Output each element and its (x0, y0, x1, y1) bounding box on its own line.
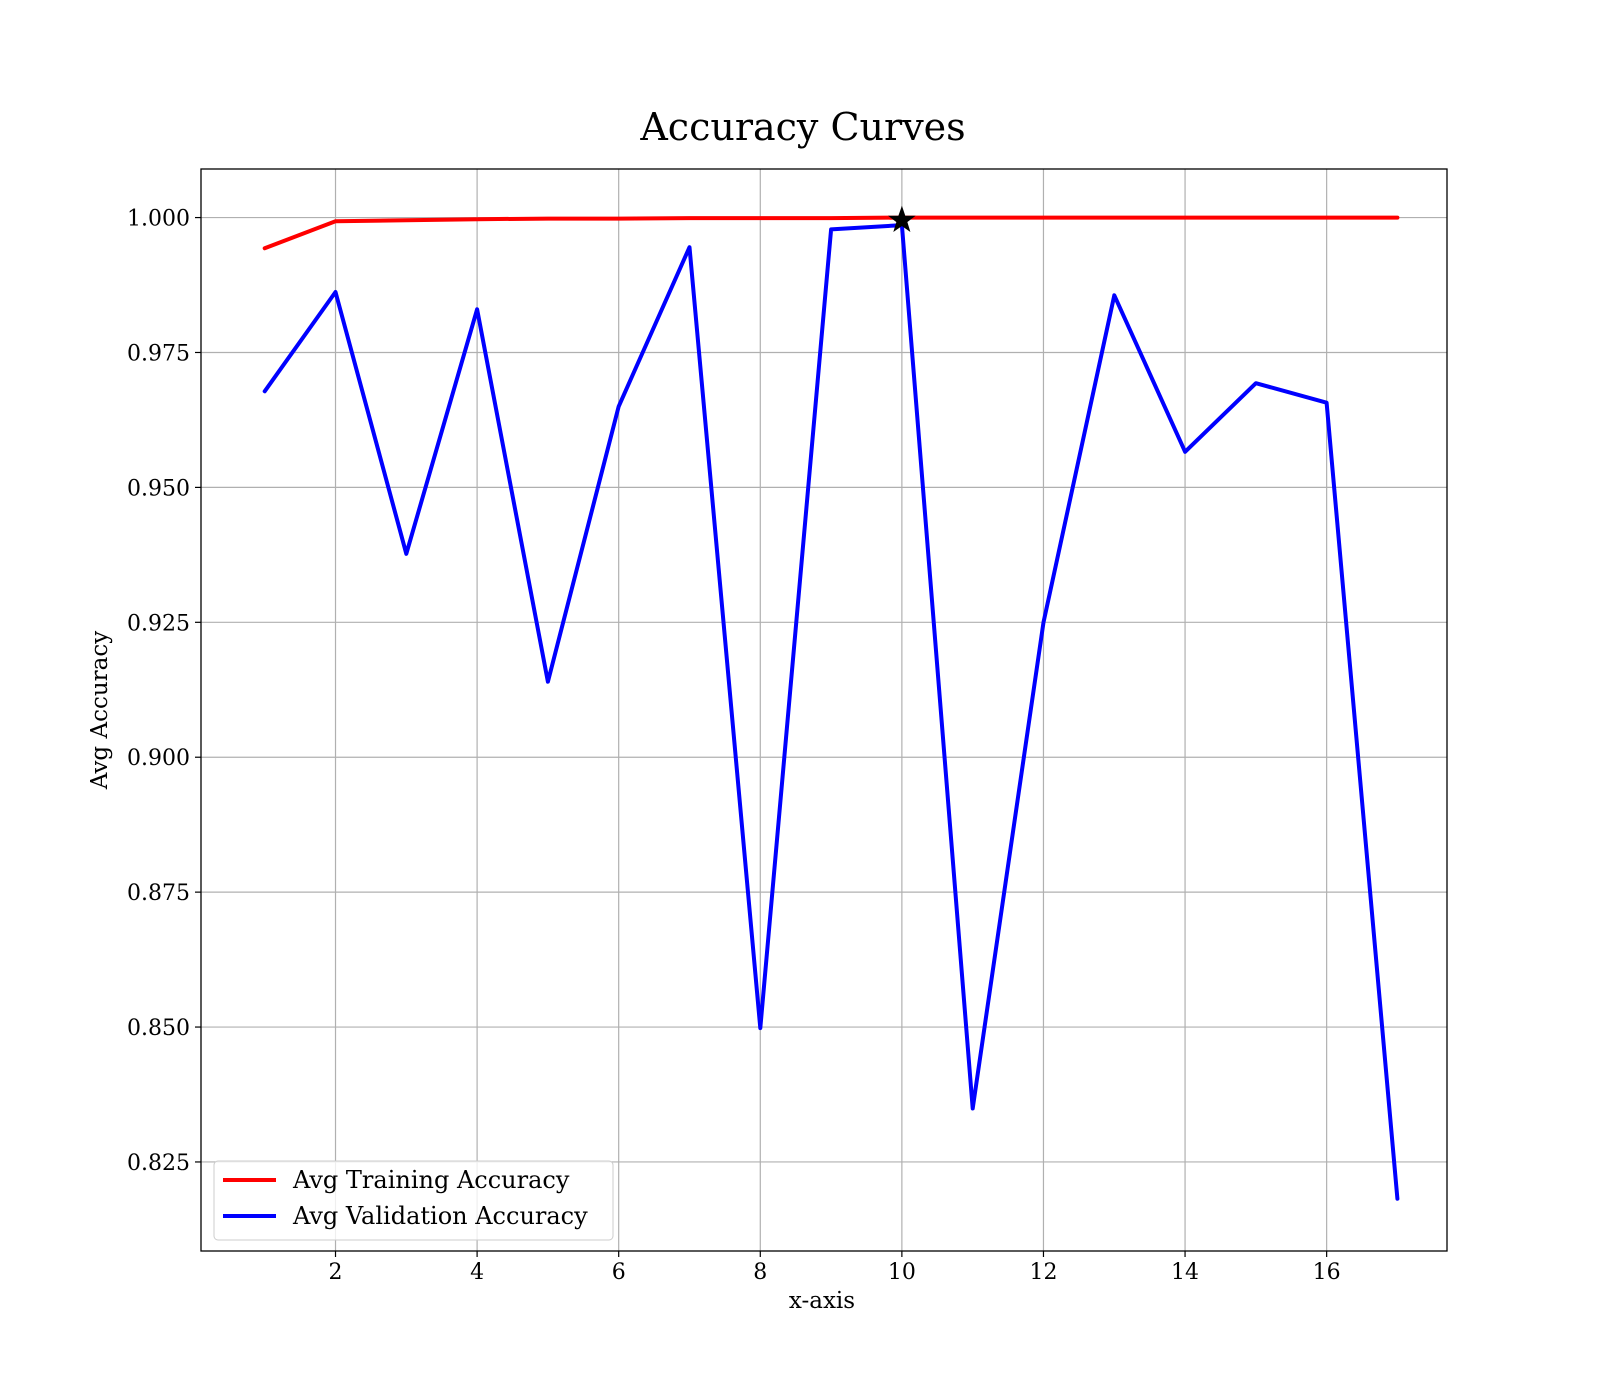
y-tick-label: 0.825 (127, 1151, 190, 1176)
legend: Avg Training Accuracy Avg Validation Acc… (213, 1160, 614, 1241)
y-tick-label: 0.900 (127, 746, 190, 771)
legend-label-validation: Avg Validation Accuracy (292, 1202, 588, 1230)
x-tick-label: 12 (1029, 1260, 1057, 1285)
legend-label-training: Avg Training Accuracy (292, 1166, 570, 1194)
grid (201, 169, 1447, 1251)
x-tick-label: 10 (888, 1260, 916, 1285)
y-tick-label: 0.925 (127, 611, 190, 636)
series-line-training (262, 215, 1400, 251)
x-ticks: 2 4 6 8 10 12 14 16 (329, 1251, 1341, 1285)
series-lines (262, 215, 1400, 1201)
y-tick-label: 0.975 (127, 341, 190, 366)
x-axis-label: x-axis (789, 1288, 855, 1314)
x-tick-label: 16 (1313, 1260, 1341, 1285)
plot-frame (200, 168, 1448, 1252)
y-tick-label: 1.000 (127, 207, 190, 232)
legend-box (213, 1160, 614, 1241)
x-tick-label: 2 (329, 1260, 343, 1285)
chart-title: Accuracy Curves (639, 105, 965, 149)
x-tick-label: 14 (1171, 1260, 1199, 1285)
y-axis-label: Avg Accuracy (87, 631, 113, 790)
y-tick-label: 0.950 (127, 476, 190, 501)
y-ticks: 0.825 0.850 0.875 0.900 0.925 0.950 0.975 1.000 (127, 207, 201, 1176)
series-line-validation (262, 223, 1400, 1201)
best-epoch-star-marker (888, 205, 916, 233)
best-marker-layer (888, 205, 916, 233)
x-tick-label: 8 (753, 1260, 767, 1285)
y-tick-label: 0.850 (127, 1016, 190, 1041)
x-tick-label: 6 (612, 1260, 626, 1285)
x-tick-label: 4 (470, 1260, 484, 1285)
y-tick-label: 0.875 (127, 881, 190, 906)
